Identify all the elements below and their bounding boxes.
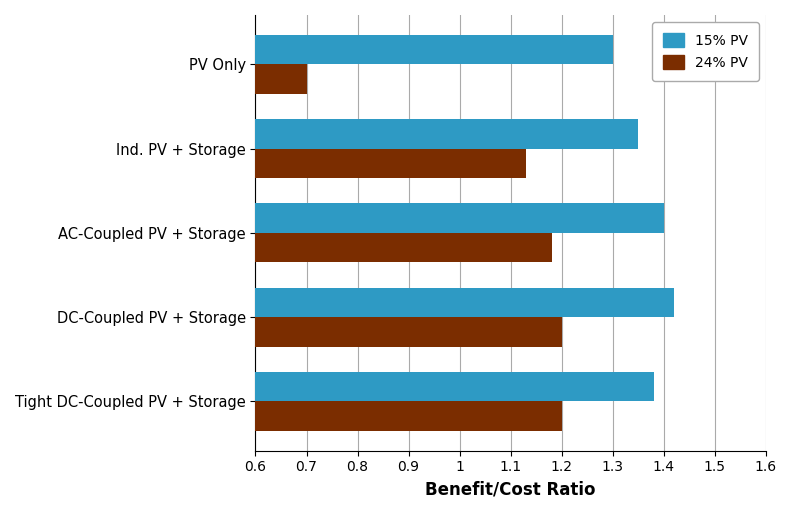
Bar	[256, 372, 653, 401]
Bar	[256, 35, 613, 64]
Bar	[256, 64, 307, 94]
Bar	[256, 149, 526, 178]
Bar	[256, 317, 562, 347]
Bar	[256, 119, 638, 149]
Bar	[256, 233, 551, 262]
Bar	[256, 401, 562, 431]
Legend: 15% PV, 24% PV: 15% PV, 24% PV	[652, 22, 759, 81]
Bar	[256, 203, 664, 233]
Bar	[256, 288, 674, 317]
X-axis label: Benefit/Cost Ratio: Benefit/Cost Ratio	[425, 480, 596, 498]
